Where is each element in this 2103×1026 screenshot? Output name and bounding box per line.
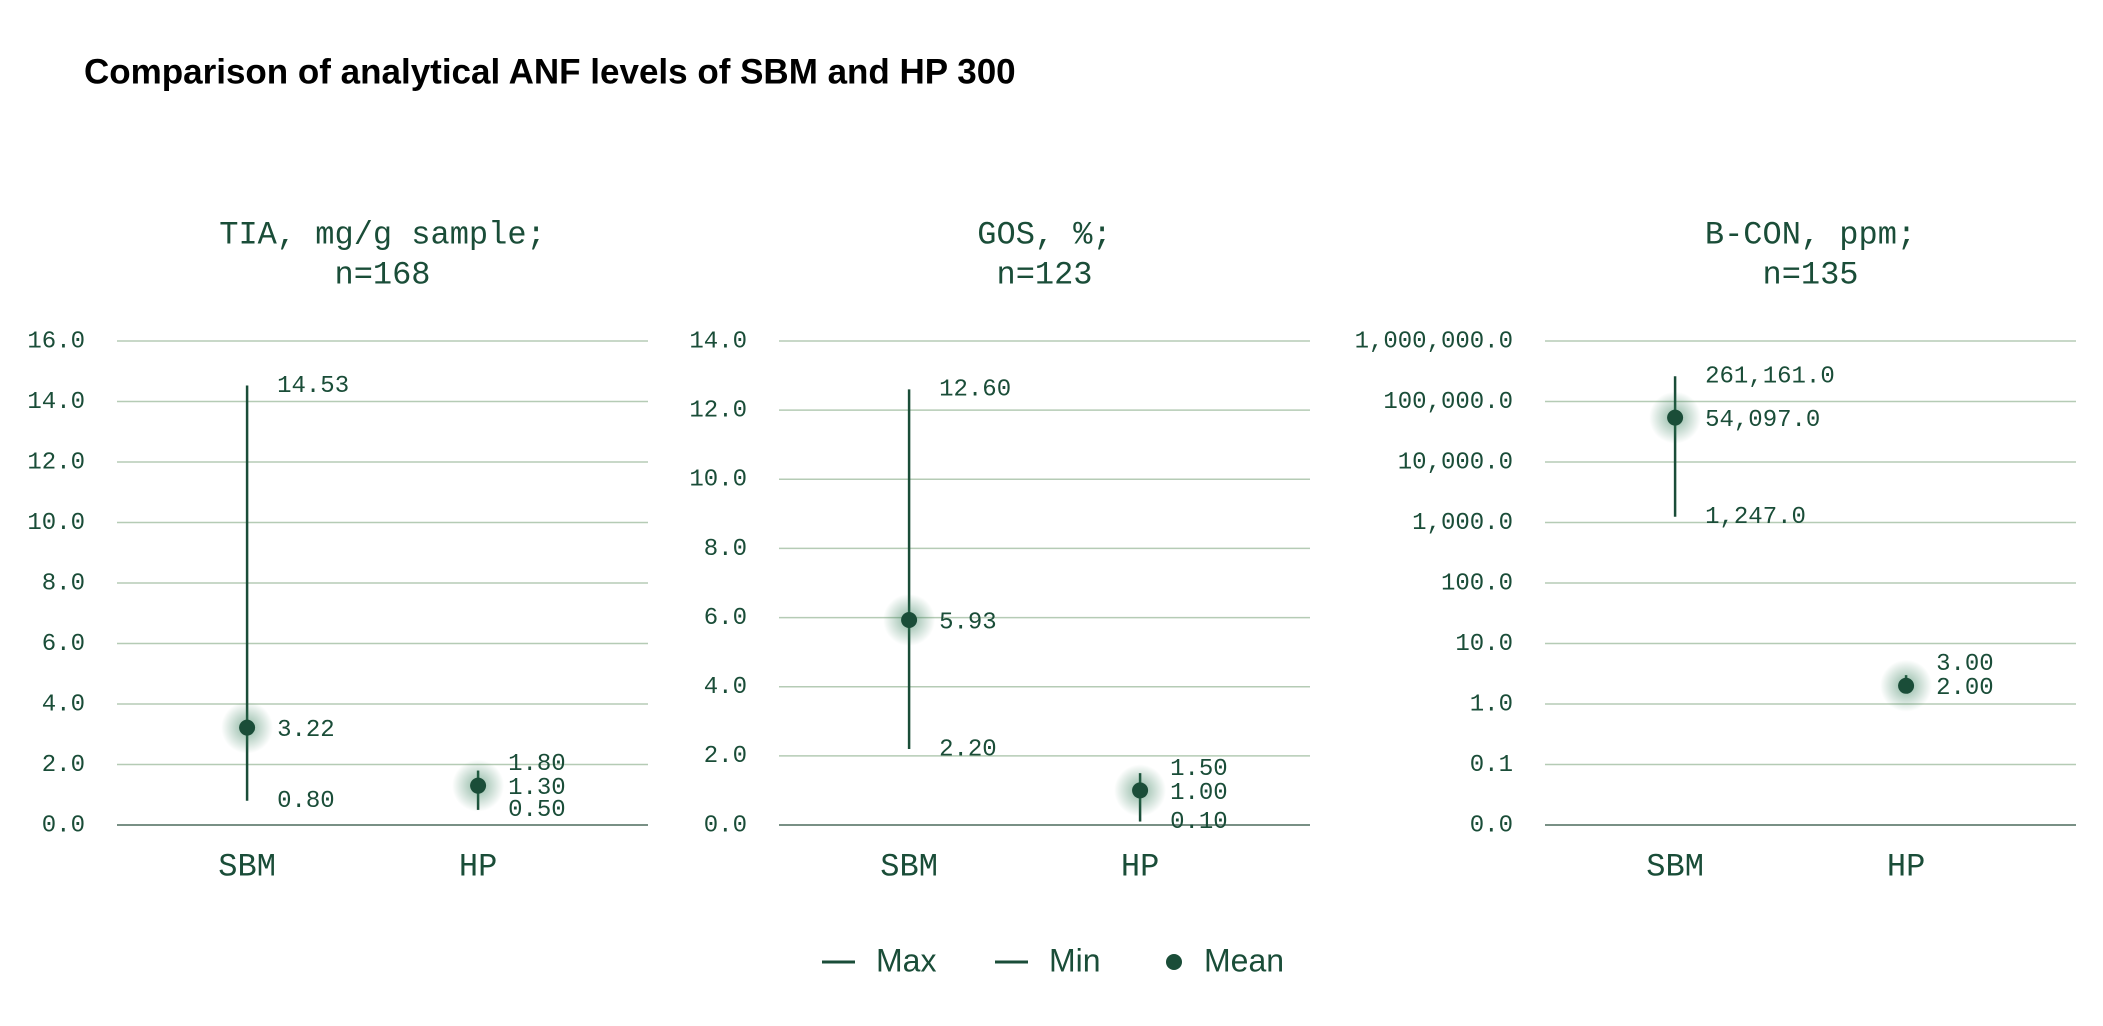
data-label: 261,161.0 <box>1705 364 1835 391</box>
y-tick-label: 0.0 <box>42 812 85 839</box>
y-tick-label: 10.0 <box>1455 631 1513 658</box>
y-tick-label: 4.0 <box>704 674 747 701</box>
y-tick-label: 2.0 <box>42 752 85 779</box>
data-label: 3.22 <box>277 717 335 744</box>
legend-label: Mean <box>1204 942 1284 978</box>
chart-title: n=135 <box>1762 256 1858 293</box>
mean-dot <box>901 611 918 628</box>
y-tick-label: 8.0 <box>704 536 747 563</box>
y-tick-label: 10.0 <box>689 467 747 494</box>
y-tick-label: 6.0 <box>704 605 747 632</box>
data-label: 1.00 <box>1170 780 1228 807</box>
data-label: 14.53 <box>277 373 349 400</box>
data-label: 5.93 <box>939 609 997 636</box>
chart-title: n=168 <box>334 256 430 293</box>
y-tick-label: 0.0 <box>704 812 747 839</box>
y-tick-label: 12.0 <box>27 449 85 476</box>
y-tick-label: 2.0 <box>704 743 747 770</box>
x-tick-label: HP <box>459 848 497 885</box>
page-title: Comparison of analytical ANF levels of S… <box>84 52 1016 91</box>
data-label: 0.10 <box>1170 809 1228 836</box>
y-tick-label: 1,000,000.0 <box>1355 328 1513 355</box>
y-tick-label: 100.0 <box>1441 570 1513 597</box>
chart-title: GOS, %; <box>977 216 1111 253</box>
data-label: 2.00 <box>1936 675 1994 702</box>
y-tick-label: 100,000.0 <box>1383 389 1513 416</box>
y-tick-label: 1.0 <box>1470 691 1513 718</box>
legend-label: Min <box>1049 942 1101 978</box>
mean-dot <box>470 777 487 794</box>
x-tick-label: HP <box>1887 848 1925 885</box>
data-label: 0.50 <box>508 797 566 824</box>
data-label: 54,097.0 <box>1705 407 1820 434</box>
data-label: 3.00 <box>1936 651 1994 678</box>
mean-dot <box>1132 782 1149 799</box>
chart-title: B-CON, ppm; <box>1705 216 1916 253</box>
y-tick-label: 10.0 <box>27 510 85 537</box>
y-tick-label: 10,000.0 <box>1398 449 1513 476</box>
chart-title: n=123 <box>996 256 1092 293</box>
y-tick-label: 14.0 <box>689 328 747 355</box>
y-tick-label: 6.0 <box>42 631 85 658</box>
legend-label: Max <box>876 942 936 978</box>
data-label: 1,247.0 <box>1705 504 1806 531</box>
legend-dot <box>1166 954 1182 970</box>
mean-dot <box>1898 677 1915 694</box>
x-tick-label: HP <box>1121 848 1159 885</box>
y-tick-label: 1,000.0 <box>1412 510 1513 537</box>
mean-dot <box>239 719 256 736</box>
x-tick-label: SBM <box>218 848 276 885</box>
y-tick-label: 4.0 <box>42 691 85 718</box>
data-label: 2.20 <box>939 736 997 763</box>
y-tick-label: 0.1 <box>1470 752 1513 779</box>
data-label: 12.60 <box>939 377 1011 404</box>
y-tick-label: 8.0 <box>42 570 85 597</box>
y-tick-label: 12.0 <box>689 397 747 424</box>
x-tick-label: SBM <box>1646 848 1704 885</box>
x-tick-label: SBM <box>880 848 938 885</box>
mean-dot <box>1667 409 1684 426</box>
y-tick-label: 16.0 <box>27 328 85 355</box>
data-label: 1.80 <box>508 751 566 778</box>
data-label: 1.30 <box>508 775 566 802</box>
y-tick-label: 14.0 <box>27 389 85 416</box>
data-label: 1.50 <box>1170 756 1228 783</box>
data-label: 0.80 <box>277 788 335 815</box>
chart-title: TIA, mg/g sample; <box>219 216 545 253</box>
y-tick-label: 0.0 <box>1470 812 1513 839</box>
